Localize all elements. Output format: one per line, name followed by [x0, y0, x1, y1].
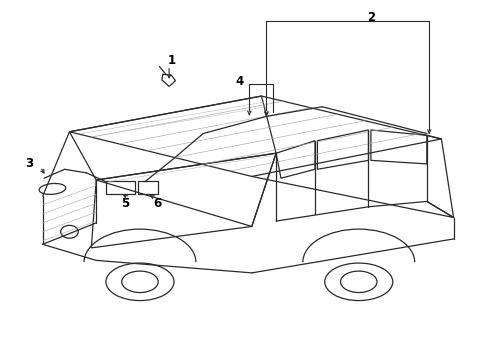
Text: 1: 1: [167, 54, 175, 67]
Text: 6: 6: [153, 197, 161, 210]
Text: 5: 5: [121, 197, 129, 210]
Text: 3: 3: [25, 157, 34, 170]
Text: 4: 4: [235, 75, 243, 88]
Text: 2: 2: [366, 11, 374, 24]
